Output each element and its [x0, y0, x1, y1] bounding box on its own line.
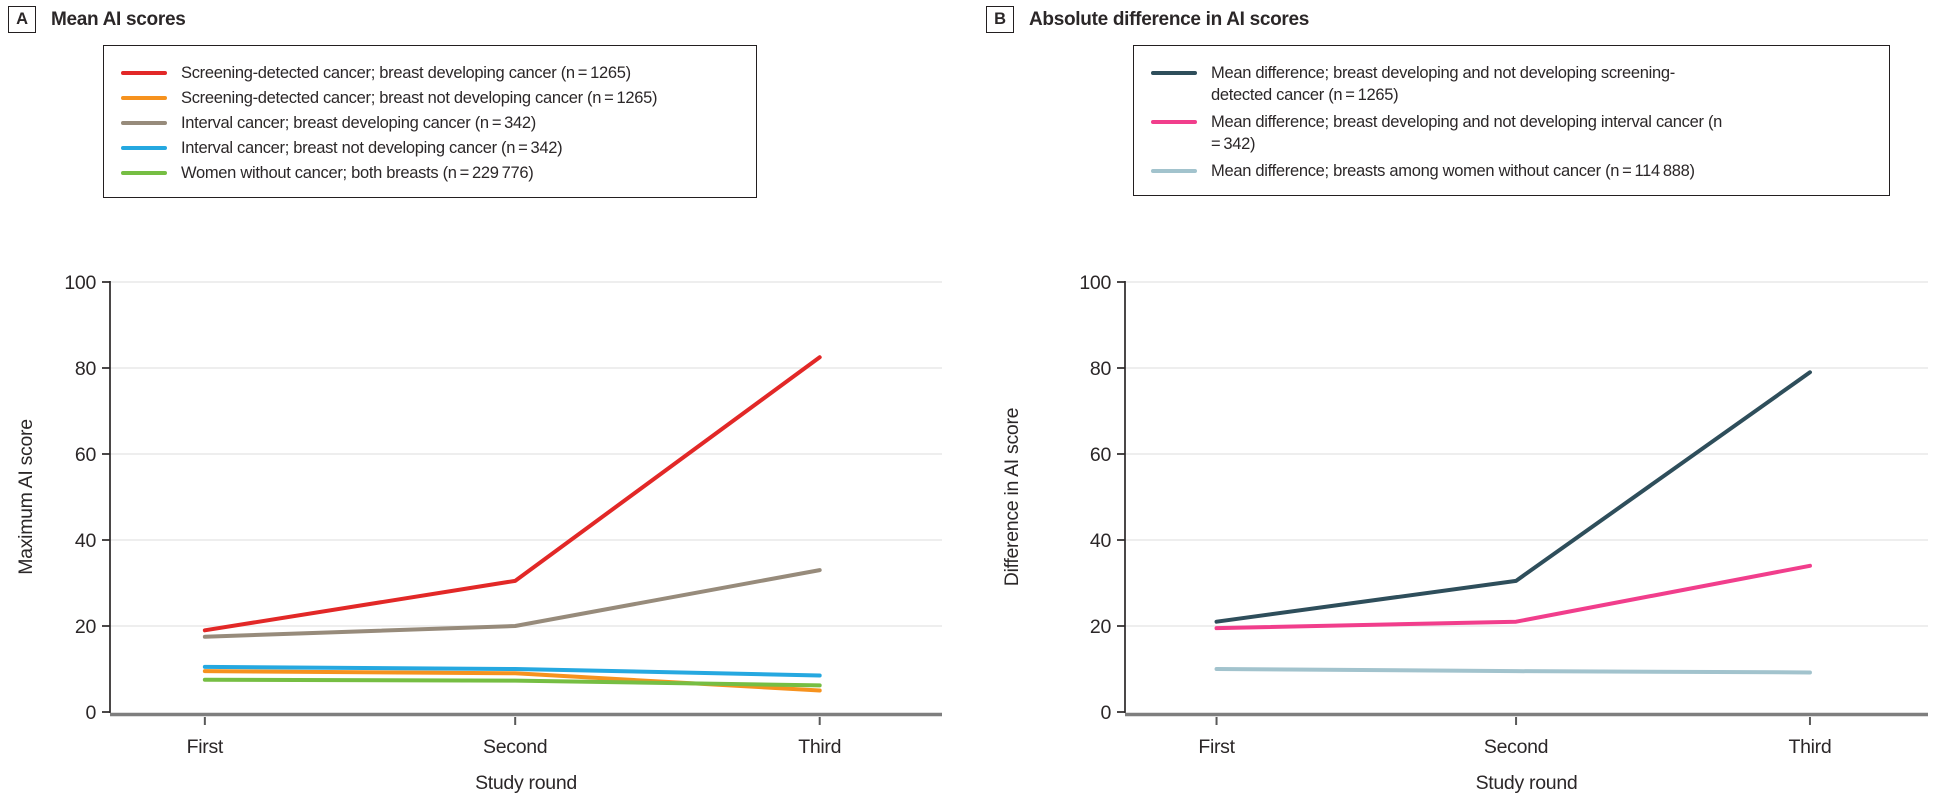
legend-label: Mean difference; breast developing and n…: [1211, 113, 1726, 153]
legend-item: Mean difference; breast developing and n…: [1151, 111, 1871, 155]
y-tick-label: 40: [75, 530, 97, 552]
panel-a: A Mean AI scores Screening-detected canc…: [8, 6, 942, 794]
x-tick-label: Second: [483, 736, 547, 758]
legend-swatch-line: [1151, 169, 1197, 173]
y-tick-label: 100: [64, 272, 96, 294]
legend-swatch-line: [1151, 120, 1197, 124]
legend-item: Interval cancer; breast developing cance…: [121, 112, 738, 134]
series-line: [202, 355, 822, 633]
panel-b-header: B Absolute difference in AI scores: [986, 6, 1309, 33]
x-tick-label: Second: [1484, 736, 1548, 758]
legend-item: Women without cancer; both breasts (n = …: [121, 162, 738, 184]
y-tick-label: 80: [1090, 358, 1112, 380]
x-axis-title: Study round: [475, 772, 577, 794]
legend-swatch-line: [121, 121, 167, 125]
legend-label: Screening-detected cancer; breast develo…: [181, 64, 631, 82]
x-tick-label: Third: [798, 736, 841, 758]
x-tick-label: Third: [1788, 736, 1831, 758]
legend-item: Screening-detected cancer; breast develo…: [121, 62, 738, 84]
series-line: [202, 568, 822, 639]
panel-letter-box: A: [8, 6, 36, 33]
legend-label: Interval cancer; breast developing cance…: [181, 114, 536, 132]
legend-label: Mean difference; breast developing and n…: [1211, 64, 1675, 104]
series-line: [1214, 563, 1812, 631]
legend-item: Mean difference; breasts among women wit…: [1151, 160, 1871, 182]
legend-label: Screening-detected cancer; breast not de…: [181, 89, 658, 107]
y-tick-label: 80: [75, 358, 97, 380]
legend-label: Mean difference; breasts among women wit…: [1211, 162, 1695, 180]
panel-title: Absolute difference in AI scores: [1029, 8, 1310, 30]
series-line: [202, 677, 822, 688]
panel-b: B Absolute difference in AI scores Mean …: [978, 0, 1956, 795]
series-line: [1214, 370, 1812, 624]
legend-swatch-line: [1151, 71, 1197, 75]
panel-letter-box: B: [986, 6, 1014, 33]
legend-swatch-line: [121, 146, 167, 150]
legend-label: Interval cancer; breast not developing c…: [181, 139, 563, 157]
panel-a-chart: 0 20 40 60 80 100 First Second Third Study round M…: [15, 272, 942, 794]
y-tick-label: 60: [75, 444, 97, 466]
y-axis-title: Maximum AI score: [15, 419, 37, 575]
y-tick-label: 20: [75, 616, 97, 638]
y-tick-label: 20: [1090, 616, 1112, 638]
panel-a-header: A Mean AI scores: [8, 6, 186, 33]
panel-a-legend: Screening-detected cancer; breast develo…: [103, 45, 757, 198]
series-line: [1214, 667, 1812, 675]
y-tick-label: 0: [1100, 702, 1111, 724]
y-tick-label: 0: [85, 702, 96, 724]
x-axis-title: Study round: [1476, 772, 1578, 794]
panel-title: Mean AI scores: [51, 8, 186, 30]
panel-b-chart: 0 20 40 60 80 100 First Second Third Study round D…: [1001, 272, 1928, 794]
y-axis-title: Difference in AI score: [1001, 408, 1023, 586]
legend-item: Interval cancer; breast not developing c…: [121, 137, 738, 159]
y-tick-label: 100: [1079, 272, 1111, 294]
panel-b-legend: Mean difference; breast developing and n…: [1133, 45, 1890, 196]
series-line: [202, 664, 822, 678]
legend-item: Mean difference; breast developing and n…: [1151, 62, 1871, 106]
y-tick-label: 60: [1090, 444, 1112, 466]
legend-swatch-line: [121, 96, 167, 100]
legend-swatch-line: [121, 171, 167, 175]
x-tick-label: First: [1198, 736, 1235, 758]
legend-swatch-line: [121, 71, 167, 75]
y-tick-label: 40: [1090, 530, 1112, 552]
x-tick-label: First: [187, 736, 224, 758]
legend-label: Women without cancer; both breasts (n = …: [181, 164, 534, 182]
legend-item: Screening-detected cancer; breast not de…: [121, 87, 738, 109]
